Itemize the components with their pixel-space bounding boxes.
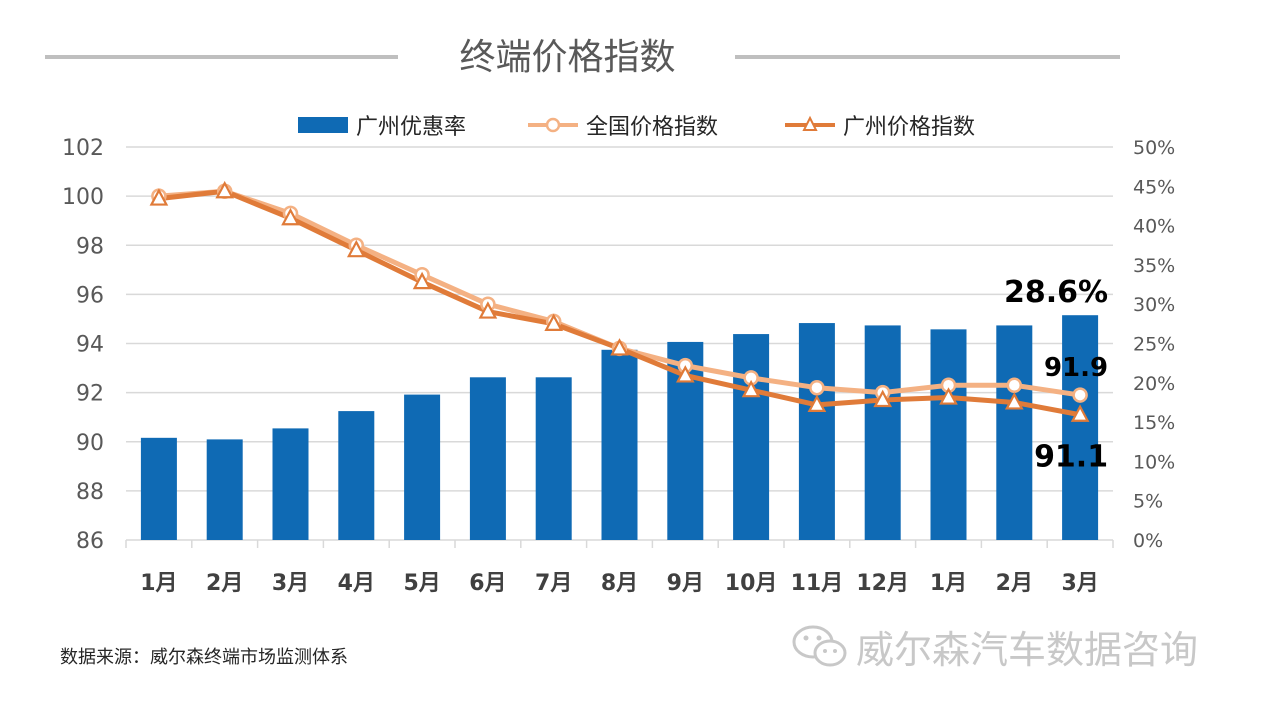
bar	[1062, 315, 1099, 540]
legend-item-national: 全国价格指数	[528, 108, 718, 142]
bar	[404, 394, 441, 540]
guangzhou-data-label: 91.1	[1034, 440, 1108, 475]
right-axis-tick-label: 40%	[1133, 216, 1175, 238]
legend-circle-line-swatch	[528, 117, 578, 133]
bar	[996, 325, 1033, 540]
legend-bar-swatch	[298, 117, 348, 133]
left-axis-tick-label: 100	[62, 185, 104, 210]
national-point-marker	[1072, 387, 1088, 403]
left-axis-tick-label: 90	[76, 431, 104, 456]
x-axis-category-label: 2月	[206, 571, 243, 596]
legend-item-guangzhou: 广州价格指数	[785, 108, 975, 142]
legend-label: 广州优惠率	[356, 115, 467, 140]
legend-item-bar: 广州优惠率	[298, 108, 466, 142]
national-point-marker	[809, 379, 825, 396]
bar	[206, 439, 243, 540]
bar	[469, 377, 506, 540]
legend-triangle-line-swatch	[785, 115, 835, 131]
left-axis-tick-label: 98	[76, 234, 104, 259]
guangzhou-point-marker	[873, 389, 893, 408]
bar	[272, 428, 309, 540]
guangzhou-point-marker	[346, 239, 366, 258]
guangzhou-point-marker	[544, 313, 564, 331]
right-axis-tick-label: 35%	[1133, 255, 1175, 277]
left-axis-tick-label: 86	[76, 529, 104, 554]
right-axis-tick-label: 45%	[1133, 176, 1175, 198]
right-axis-tick-label: 10%	[1133, 451, 1175, 473]
bar	[798, 323, 835, 540]
x-axis-category-label: 5月	[403, 571, 440, 596]
national-point-marker	[1006, 377, 1023, 394]
national-data-label: 91.9	[1044, 353, 1108, 383]
legend-label: 广州价格指数	[843, 115, 976, 140]
right-axis-tick-label: 50%	[1133, 137, 1175, 159]
guangzhou-point-marker	[215, 180, 235, 199]
x-axis-category-label: 1月	[930, 571, 967, 596]
x-axis-category-label: 7月	[535, 571, 572, 596]
x-axis-category-label: 8月	[601, 571, 638, 596]
title-rule-left	[45, 55, 398, 59]
watermark: 威尔森汽车数据咨询	[790, 618, 1198, 674]
guangzhou-point-marker	[281, 207, 300, 226]
watermark-text: 威尔森汽车数据咨询	[856, 627, 1199, 672]
data-source-note: 数据来源：威尔森终端市场监测体系	[60, 647, 348, 668]
bar	[930, 329, 967, 540]
x-axis-category-label: 4月	[338, 571, 375, 596]
page-title: 终端价格指数	[459, 37, 676, 78]
right-axis-tick-label: 0%	[1133, 530, 1163, 552]
left-axis-tick-label: 94	[76, 333, 104, 358]
left-axis-tick-label: 96	[76, 283, 104, 308]
bar	[140, 437, 177, 540]
right-axis-tick-label: 5%	[1133, 491, 1163, 513]
left-axis-tick-label: 88	[76, 480, 104, 505]
wechat-icon	[792, 625, 847, 667]
right-axis-tick-label: 15%	[1133, 412, 1175, 434]
guangzhou-point-marker	[478, 301, 498, 319]
right-axis-tick-label: 20%	[1133, 373, 1175, 395]
guangzhou-point-marker	[412, 271, 432, 290]
left-axis-tick-label: 102	[62, 136, 104, 161]
right-axis-tick-label: 25%	[1133, 334, 1175, 356]
guangzhou-point-marker	[741, 379, 761, 398]
x-axis-category-label: 10月	[725, 571, 778, 596]
x-axis-category-label: 2月	[996, 571, 1033, 596]
right-axis-tick-label: 30%	[1133, 294, 1175, 316]
x-axis-category-label: 11月	[791, 571, 844, 596]
left-axis-tick-label: 92	[76, 382, 104, 407]
x-axis-category-label: 9月	[667, 571, 704, 596]
guangzhou-point-marker	[939, 387, 958, 405]
bar-data-label: 28.6%	[1004, 275, 1108, 310]
title-rule-right	[735, 55, 1120, 59]
bar	[535, 377, 572, 540]
x-axis-category-label: 3月	[1061, 571, 1098, 596]
x-axis-category-label: 12月	[856, 571, 909, 596]
guangzhou-point-marker	[1070, 404, 1090, 422]
x-axis-category-label: 3月	[272, 571, 309, 596]
x-axis-category-label: 6月	[469, 571, 506, 596]
guangzhou-point-marker	[610, 338, 629, 356]
legend-label: 全国价格指数	[586, 115, 719, 140]
guangzhou-point-marker	[675, 365, 695, 383]
bar	[338, 411, 375, 540]
guangzhou-point-marker	[807, 394, 827, 413]
bar	[601, 349, 638, 540]
guangzhou-point-marker	[1004, 392, 1024, 410]
x-axis-category-label: 1月	[140, 571, 177, 596]
bar	[733, 334, 770, 540]
bar	[864, 325, 901, 540]
guangzhou-point-marker	[149, 188, 169, 206]
